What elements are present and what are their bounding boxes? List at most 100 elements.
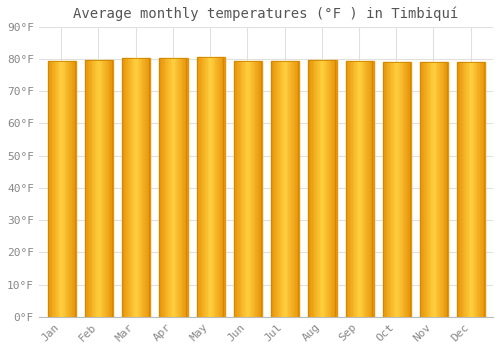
Bar [291,61,292,317]
Bar [48,61,74,317]
Bar [438,62,440,317]
Bar [68,61,69,317]
Bar [458,62,484,317]
Bar [196,57,198,317]
Bar [478,62,480,317]
Bar [346,61,372,317]
Bar [211,57,212,317]
Bar [346,61,347,317]
Bar [433,62,434,317]
Bar [347,61,348,317]
Bar [250,61,251,317]
Bar [48,61,49,317]
Bar [160,58,161,317]
Bar [278,61,280,317]
Bar [331,60,332,317]
Bar [89,60,90,317]
Bar [161,58,162,317]
Bar [447,62,448,317]
Bar [321,60,322,317]
Bar [134,58,135,317]
Bar [322,60,324,317]
Bar [474,62,476,317]
Bar [148,58,149,317]
Bar [106,60,108,317]
Bar [122,58,149,317]
Bar [198,57,200,317]
Bar [458,62,484,317]
Bar [242,61,244,317]
Bar [122,58,124,317]
Bar [160,58,186,317]
Bar [55,61,56,317]
Bar [406,62,407,317]
Bar [139,58,140,317]
Bar [295,61,296,317]
Bar [392,62,394,317]
Bar [48,61,74,317]
Bar [98,60,99,317]
Bar [74,61,76,317]
Bar [62,61,63,317]
Bar [109,60,110,317]
Bar [236,61,238,317]
Bar [85,60,112,317]
Bar [179,58,180,317]
Bar [241,61,242,317]
Bar [216,57,218,317]
Bar [311,60,312,317]
Bar [402,62,404,317]
Bar [318,60,320,317]
Bar [277,61,278,317]
Bar [254,61,255,317]
Bar [146,58,148,317]
Bar [136,58,138,317]
Bar [308,60,310,317]
Bar [175,58,176,317]
Bar [96,60,98,317]
Bar [135,58,136,317]
Bar [52,61,54,317]
Bar [208,57,210,317]
Bar [290,61,291,317]
Bar [184,58,185,317]
Bar [292,61,294,317]
Bar [170,58,172,317]
Bar [284,61,285,317]
Bar [125,58,126,317]
Bar [383,62,384,317]
Bar [60,61,62,317]
Bar [477,62,478,317]
Bar [408,62,410,317]
Bar [128,58,129,317]
Bar [95,60,96,317]
Bar [390,62,392,317]
Bar [368,61,370,317]
Bar [256,61,258,317]
Bar [441,62,442,317]
Bar [94,60,95,317]
Bar [272,61,274,317]
Bar [383,62,409,317]
Bar [281,61,282,317]
Bar [308,60,335,317]
Bar [164,58,165,317]
Bar [482,62,484,317]
Bar [258,61,260,317]
Bar [166,58,168,317]
Bar [69,61,70,317]
Bar [436,62,437,317]
Bar [168,58,170,317]
Bar [383,62,409,317]
Bar [294,61,295,317]
Bar [212,57,214,317]
Bar [464,62,466,317]
Bar [234,61,235,317]
Bar [172,58,174,317]
Bar [332,60,334,317]
Bar [442,62,444,317]
Bar [271,61,298,317]
Bar [49,61,50,317]
Bar [224,57,225,317]
Bar [56,61,58,317]
